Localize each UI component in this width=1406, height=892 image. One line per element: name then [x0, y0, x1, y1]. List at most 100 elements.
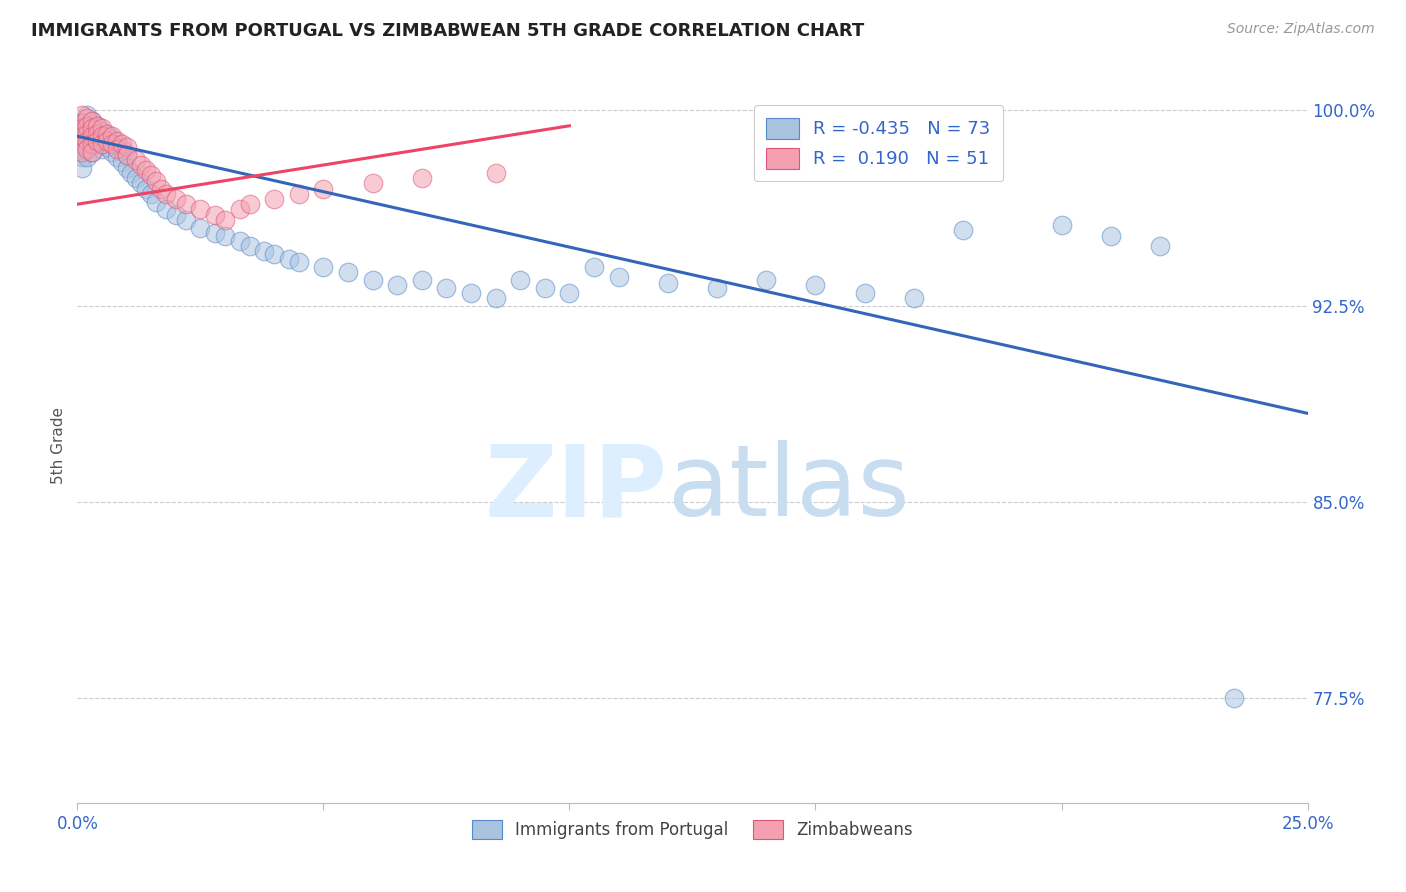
Point: [558, 286, 581, 301]
Point: [82, 145, 104, 159]
Point: [70, 116, 93, 130]
Point: [165, 192, 187, 206]
Point: [278, 252, 301, 266]
Point: [115, 139, 138, 153]
Point: [125, 171, 148, 186]
Point: [583, 260, 606, 274]
Point: [155, 202, 177, 217]
Point: [86, 135, 108, 149]
Point: [607, 270, 630, 285]
Point: [141, 169, 163, 183]
Point: [188, 220, 212, 235]
Point: [129, 158, 153, 172]
Point: [385, 278, 409, 293]
Point: [70, 124, 93, 138]
Point: [145, 174, 167, 188]
Point: [115, 147, 138, 161]
Point: [101, 129, 124, 144]
Point: [312, 181, 335, 195]
Legend: Immigrants from Portugal, Zimbabweans: Immigrants from Portugal, Zimbabweans: [465, 814, 920, 846]
Point: [82, 121, 104, 136]
Point: [101, 145, 124, 159]
Point: [70, 108, 93, 122]
Point: [76, 119, 98, 133]
Point: [337, 265, 360, 279]
Point: [82, 121, 104, 136]
Point: [135, 163, 157, 178]
Point: [706, 281, 728, 295]
Point: [86, 137, 108, 152]
Text: ZIP: ZIP: [485, 441, 668, 537]
Point: [70, 145, 93, 159]
Point: [90, 124, 114, 138]
Point: [76, 139, 98, 153]
Point: [1099, 228, 1122, 243]
Point: [228, 234, 252, 248]
Point: [174, 213, 197, 227]
Point: [263, 192, 285, 206]
Point: [165, 208, 187, 222]
Point: [214, 228, 236, 243]
Point: [70, 121, 93, 136]
Text: atlas: atlas: [668, 441, 910, 537]
Point: [903, 291, 925, 305]
Point: [853, 286, 876, 301]
Point: [86, 119, 108, 133]
Point: [361, 176, 384, 190]
Text: Source: ZipAtlas.com: Source: ZipAtlas.com: [1227, 22, 1375, 37]
Point: [90, 137, 114, 152]
Point: [214, 213, 236, 227]
Text: IMMIGRANTS FROM PORTUGAL VS ZIMBABWEAN 5TH GRADE CORRELATION CHART: IMMIGRANTS FROM PORTUGAL VS ZIMBABWEAN 5…: [31, 22, 865, 40]
Point: [70, 129, 93, 144]
Point: [239, 239, 262, 253]
Point: [115, 161, 138, 175]
Point: [312, 260, 335, 274]
Point: [755, 273, 778, 287]
Point: [361, 273, 384, 287]
Point: [485, 291, 508, 305]
Point: [155, 186, 177, 201]
Point: [534, 281, 557, 295]
Point: [82, 135, 104, 149]
Point: [129, 176, 153, 190]
Point: [96, 135, 118, 149]
Point: [70, 142, 93, 156]
Point: [188, 202, 212, 217]
Point: [70, 137, 93, 152]
Point: [90, 121, 114, 136]
Point: [105, 150, 128, 164]
Point: [1149, 239, 1171, 253]
Point: [101, 137, 124, 152]
Point: [135, 181, 157, 195]
Point: [288, 254, 311, 268]
Point: [70, 150, 93, 164]
Point: [82, 145, 104, 159]
Point: [70, 161, 93, 175]
Point: [90, 135, 114, 149]
Point: [141, 186, 163, 201]
Point: [150, 181, 173, 195]
Point: [1050, 218, 1073, 232]
Point: [105, 137, 128, 152]
Point: [76, 119, 98, 133]
Point: [86, 127, 108, 141]
Y-axis label: 5th Grade: 5th Grade: [51, 408, 66, 484]
Point: [82, 129, 104, 144]
Point: [90, 142, 114, 156]
Point: [485, 166, 508, 180]
Point: [125, 153, 148, 167]
Point: [411, 171, 433, 186]
Point: [76, 127, 98, 141]
Point: [509, 273, 531, 287]
Point: [436, 281, 458, 295]
Point: [96, 127, 118, 141]
Point: [804, 278, 827, 293]
Point: [115, 147, 138, 161]
Point: [121, 166, 143, 180]
Point: [70, 135, 93, 149]
Point: [111, 142, 132, 156]
Point: [411, 273, 433, 287]
Point: [174, 197, 197, 211]
Point: [111, 155, 132, 169]
Point: [70, 116, 93, 130]
